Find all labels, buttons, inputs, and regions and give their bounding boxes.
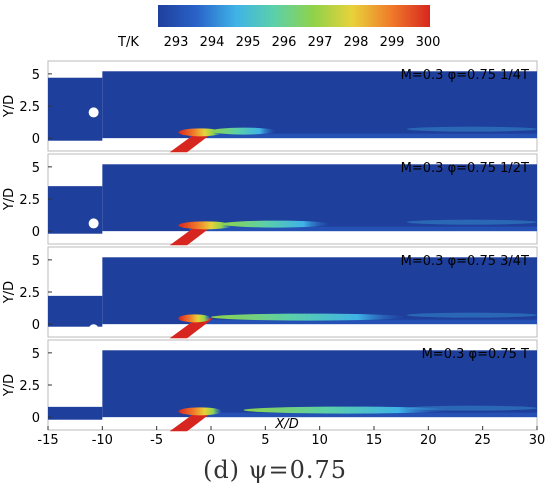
hot-jet-plume [178,221,233,230]
x-tick-label: -15 [37,433,58,448]
hot-jet-hole [169,318,214,339]
hot-jet-hole [169,132,214,153]
main-channel-field [102,71,537,139]
panels-svg: 5 2.5 0 Y/D M=0.3 φ=0.75 1/4T 5 2.5 0 Y/D M=0.3 φ… [2,60,546,448]
colorbar-gradient [158,5,430,27]
downstream-streak [406,405,537,411]
downstream-streak [406,126,537,132]
contour-panel: 5 2.5 0 Y/D M=0.3 φ=0.75 3/4T [2,246,538,339]
y-axis-label: Y/D [2,374,17,397]
y-tick-label: 0 [32,411,40,426]
y-tick-label: 0 [32,132,40,147]
y-tick-label: 0 [32,318,40,333]
y-axis-label: Y/D [2,281,17,304]
colorbar-tick-label: 295 [236,35,261,50]
x-tick-label: 20 [420,433,437,448]
warm-trail [211,127,277,135]
panel-label: M=0.3 φ=0.75 1/2T [401,161,529,176]
y-tick-label: 2.5 [19,193,40,208]
contour-panel: 5 2.5 0 Y/D M=0.3 φ=0.75 T -15 -10 -5 0 5 10 15 20 25… [2,339,546,448]
colorbar-tick-label: 299 [380,35,405,50]
film-hole-marker [88,324,99,335]
warm-trail [221,220,331,228]
colorbar-label: T/K [117,35,139,50]
piston-chamber-field [48,295,103,327]
y-tick-label: 0 [32,225,40,240]
colorbar-tick-label: 297 [308,35,333,50]
wall-layer [189,226,537,232]
y-tick-label: 5 [32,347,40,362]
panel-label: M=0.3 φ=0.75 T [422,347,529,362]
y-tick-label: 5 [32,254,40,269]
film-hole-marker [88,218,99,229]
panel-label: M=0.3 φ=0.75 3/4T [401,254,529,269]
colorbar-tick-label: 298 [344,35,369,50]
colorbar-tick-label: 293 [164,35,189,50]
x-tick-label: 30 [529,433,546,448]
warm-trail [210,313,407,321]
hot-jet-plume [178,128,222,137]
wall-layer [189,319,537,325]
downstream-streak [406,219,537,225]
panel-label: M=0.3 φ=0.75 1/4T [401,68,529,83]
film-hole-marker [88,107,99,118]
piston-chamber-field [48,406,103,420]
y-tick-label: 2.5 [19,100,40,115]
y-tick-label: 2.5 [19,286,40,301]
x-tick-label: 15 [366,433,383,448]
hot-jet-hole [169,225,214,246]
figure-caption: (d) ψ=0.75 [202,456,348,484]
colorbar: T/K 293 294 295 296 297 298 299 300 [0,0,550,60]
hot-jet-hole [169,411,214,432]
hot-jet-plume [178,407,222,416]
main-channel-field [102,164,537,232]
colorbar-tick-label: 294 [200,35,225,50]
wall-layer [189,412,537,418]
y-axis-label: Y/D [2,95,17,118]
contour-panel: 5 2.5 0 Y/D M=0.3 φ=0.75 1/4T [2,60,538,153]
y-axis-label: Y/D [2,188,17,211]
downstream-streak [406,312,537,318]
warm-trail [243,406,451,414]
contour-panels: 5 2.5 0 Y/D M=0.3 φ=0.75 1/4T 5 2.5 0 Y/D M=0.3 φ… [0,60,550,460]
colorbar-tick-label: 300 [416,35,441,50]
y-tick-label: 5 [32,68,40,83]
x-tick-label: -10 [92,433,113,448]
y-tick-label: 5 [32,161,40,176]
x-tick-label: 0 [207,433,215,448]
hot-jet-plume [178,314,211,323]
x-tick-label: 25 [474,433,491,448]
contour-panel: 5 2.5 0 Y/D M=0.3 φ=0.75 1/2T [2,153,538,246]
x-tick-label: 5 [261,433,269,448]
colorbar-tick-label: 296 [272,35,297,50]
main-channel-field [102,350,537,418]
y-tick-label: 2.5 [19,379,40,394]
wall-layer [189,133,537,139]
x-tick-label: -5 [150,433,163,448]
main-channel-field [102,257,537,325]
x-tick-label: 10 [311,433,328,448]
colorbar-svg: T/K 293 294 295 296 297 298 299 300 [117,5,441,50]
x-axis-label: X/D [274,417,298,432]
